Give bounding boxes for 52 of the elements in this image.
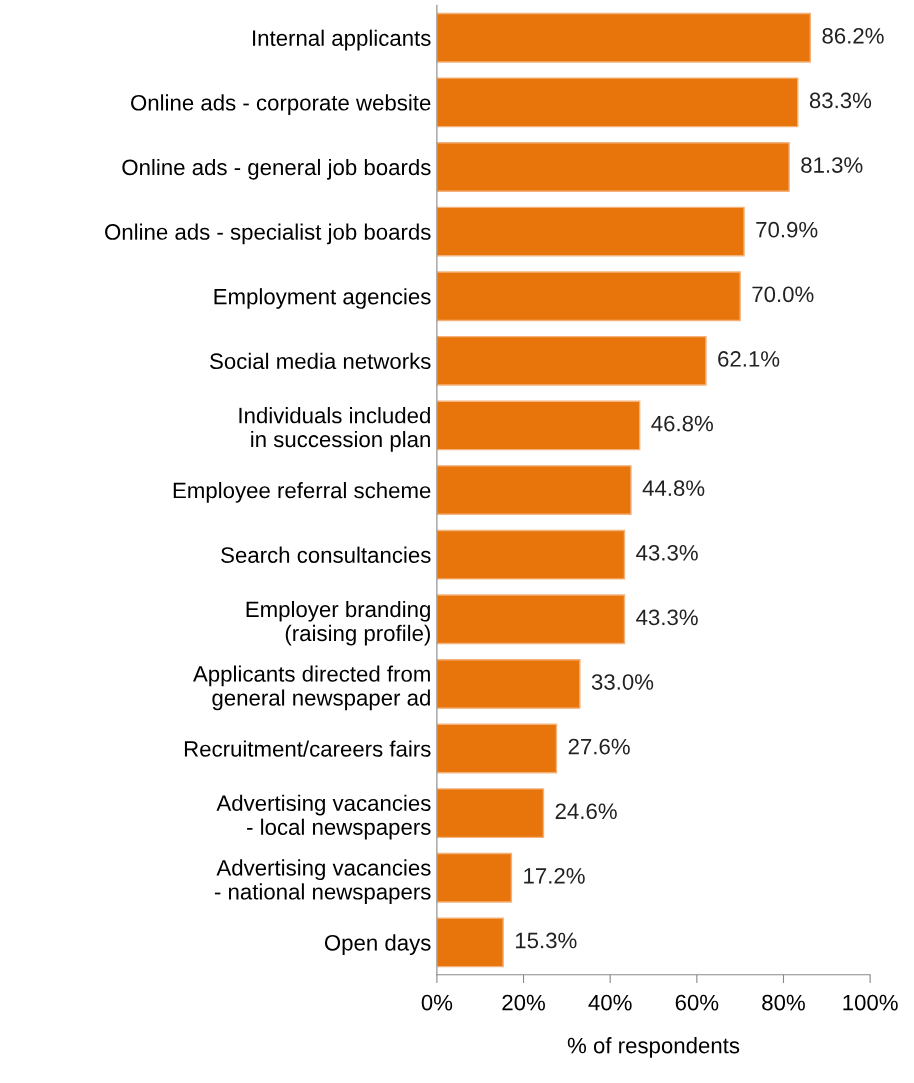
bar [436, 77, 799, 128]
bar [436, 465, 632, 515]
y-tick-label: Individuals included in succession plan [239, 407, 430, 452]
y-tick-label: Online ads - specialist job boards [105, 223, 431, 245]
bar [436, 723, 558, 774]
data-label: 24.6% [555, 803, 617, 820]
data-label: 86.2% [822, 27, 884, 44]
data-label: 62.1% [718, 351, 780, 367]
y-tick-label: Employer branding (raising profile) [246, 600, 430, 646]
y-tick-label: Employee referral scheme [173, 482, 431, 503]
bar [436, 271, 741, 322]
bar [436, 142, 790, 192]
data-label: 70.0% [752, 286, 814, 303]
data-label: 27.6% [568, 738, 630, 755]
bar [436, 658, 581, 709]
bar [436, 335, 707, 386]
y-tick-label: Recruitment/careers fairs [184, 740, 431, 757]
y-tick-label: Advertising vacancies - local newspapers [216, 794, 431, 840]
data-label: 70.9% [756, 221, 818, 238]
x-tick-label: 20% [502, 994, 545, 1011]
bar [436, 594, 626, 645]
x-axis-title: % of respondents [567, 1037, 740, 1058]
data-label: 83.3% [809, 92, 872, 109]
data-label: 46.8% [651, 415, 713, 432]
y-tick-label: Search consultancies [221, 546, 431, 563]
x-tick-label: 80% [762, 994, 805, 1011]
data-label: 17.2% [524, 868, 585, 884]
data-label: 81.3% [801, 157, 863, 173]
data-label: 43.3% [636, 544, 698, 561]
bar [436, 852, 513, 903]
bar [436, 12, 812, 63]
y-tick-label: Applicants directed from general newspaper ad [193, 665, 430, 711]
bar [436, 529, 626, 580]
x-tick-label: 100% [843, 994, 898, 1011]
y-tick-label: Social media networks [210, 352, 431, 370]
y-tick-label: Internal applicants [253, 29, 431, 51]
data-label: 15.3% [515, 932, 577, 949]
x-tick-label: 0% [421, 994, 453, 1011]
data-label: 44.8% [642, 480, 705, 497]
y-tick-label: Online ads - corporate website [131, 94, 431, 116]
x-tick-label: 40% [588, 994, 632, 1011]
x-tick-label: 60% [675, 994, 719, 1011]
bar [436, 788, 545, 839]
data-label: 43.3% [636, 609, 698, 626]
bar [436, 206, 745, 257]
y-tick-label: Advertising vacancies - national newspapers [214, 859, 431, 905]
y-tick-label: Employment agencies [214, 288, 431, 309]
y-tick-label: Online ads - general job boards [122, 158, 431, 180]
bar [436, 400, 641, 451]
data-label: 33.0% [591, 674, 654, 690]
y-tick-label: Open days [324, 934, 431, 956]
bar [436, 917, 504, 968]
